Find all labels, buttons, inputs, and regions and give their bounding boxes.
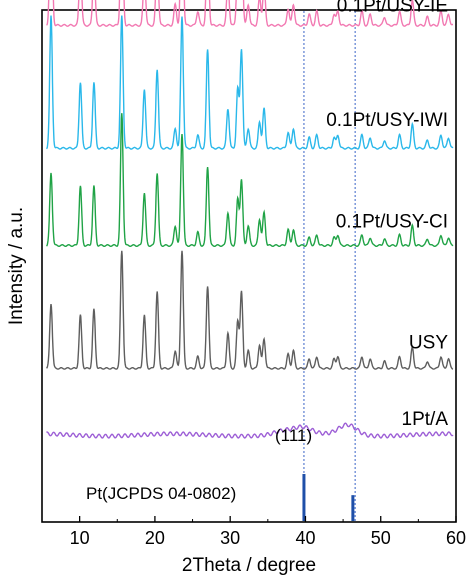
traces xyxy=(46,0,454,439)
trace-0-1pt-usy-ie xyxy=(46,0,453,27)
guide-lines xyxy=(303,11,356,521)
trace-0-1pt-usy-ci xyxy=(46,113,454,248)
reference-pattern xyxy=(302,474,355,521)
x-axis-ticks: 10 20 30 40 50 60 xyxy=(41,516,466,548)
trace-usy xyxy=(46,250,454,370)
x-tick-label: 20 xyxy=(145,528,165,548)
trace-label: 0.1Pt/USY-CI xyxy=(336,212,448,233)
trace-label: USY xyxy=(409,332,448,353)
trace-labels: 0.1Pt/USY-IE 0.1Pt/USY-IWI 0.1Pt/USY-CI USY… xyxy=(326,0,448,430)
reference-label: Pt(JCPDS 04-0802) xyxy=(86,484,236,503)
trace-label: 0.1Pt/USY-IWI xyxy=(326,110,448,131)
x-axis-label: 2Theta / degree xyxy=(182,555,316,576)
x-tick-label: 60 xyxy=(446,528,466,548)
x-tick-label: 10 xyxy=(70,528,90,548)
plot-frame xyxy=(41,9,457,523)
trace-0-1pt-usy-iwi xyxy=(46,15,454,150)
x-tick-label: 50 xyxy=(371,528,391,548)
trace-label: 1Pt/A xyxy=(402,409,449,430)
miller-index-label: (111) xyxy=(275,426,312,445)
trace-label: 0.1Pt/USY-IE xyxy=(337,0,448,16)
trace-1pt-a xyxy=(46,422,454,439)
x-tick-label: 30 xyxy=(220,528,240,548)
x-tick-label: 40 xyxy=(295,528,315,548)
y-axis-label: Intensity / a.u. xyxy=(6,207,27,325)
